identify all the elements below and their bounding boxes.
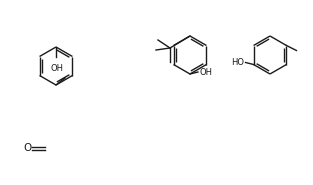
Text: OH: OH <box>199 68 212 77</box>
Text: O: O <box>23 143 31 153</box>
Text: HO: HO <box>232 58 244 67</box>
Text: OH: OH <box>50 64 64 73</box>
